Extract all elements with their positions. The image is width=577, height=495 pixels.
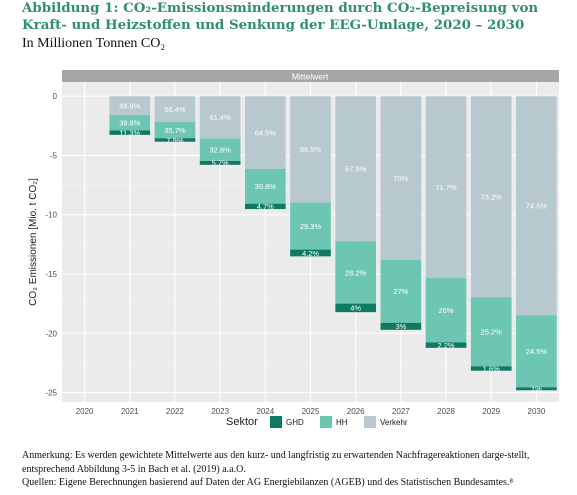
facet-label: Mittelwert xyxy=(292,72,329,82)
bar-verkehr-2022 xyxy=(154,96,196,122)
legend-label-ghd: GHD xyxy=(286,418,304,427)
axes: 0 -5 -10 -15 -20 -25 2020 2021 2022 2023 2024 2025 2… xyxy=(45,92,545,416)
data-label-ghd: 1% xyxy=(531,385,542,394)
bars: 48.9% 39.8%11.3% 56.4% 35.7%7.9% 61.4% 32.8% 5… xyxy=(109,96,557,394)
bar-hh-2022 xyxy=(154,121,196,139)
data-label-verkehr: 71.7% xyxy=(435,183,457,192)
data-label-hh: 26% xyxy=(439,306,454,315)
bar-verkehr-2026 xyxy=(335,96,377,242)
data-label-ghd: 2.2% xyxy=(437,341,454,350)
bar-verkehr-2025 xyxy=(290,96,331,203)
bar-verkehr-2023 xyxy=(199,96,241,139)
facet-strip xyxy=(62,70,559,82)
legend-label-verkehr: Verkehr xyxy=(380,418,408,427)
data-label-verkehr: 74.5% xyxy=(526,202,548,211)
legend-label-hh: HH xyxy=(336,418,348,427)
bar-ghd-2024 xyxy=(244,203,286,210)
data-label-hh: 39.8% xyxy=(119,119,141,128)
bar-hh-2030 xyxy=(516,315,557,388)
data-label-ghd: 4.7% xyxy=(257,202,274,211)
bar-ghd-2023 xyxy=(199,160,241,165)
bar-hh-2024 xyxy=(244,168,286,204)
x-tick-label: 2030 xyxy=(528,407,546,416)
bar-ghd-2021 xyxy=(109,130,151,135)
x-tick-label: 2028 xyxy=(437,407,455,416)
bar-verkehr-2028 xyxy=(425,96,467,279)
legend-title: Sektor xyxy=(226,416,258,428)
source-note: Quellen: Eigene Berechnungen basierend a… xyxy=(22,477,513,488)
data-label-hh: 35.7% xyxy=(164,126,186,135)
data-label-verkehr: 56.4% xyxy=(164,105,186,114)
x-tick-label: 2026 xyxy=(347,407,365,416)
legend-key-ghd xyxy=(270,416,282,428)
x-tick-label: 2029 xyxy=(482,407,500,416)
data-label-hh: 28.2% xyxy=(345,268,367,277)
bar-hh-2027 xyxy=(380,259,422,323)
data-label-ghd: 1.6% xyxy=(483,364,500,373)
y-tick-label: -5 xyxy=(50,151,58,160)
legend-key-hh xyxy=(320,416,332,428)
y-tick-label: -10 xyxy=(45,211,57,220)
figure-subtitle: In Millionen Tonnen CO₂ xyxy=(22,36,166,51)
data-label-verkehr: 66.5% xyxy=(300,145,322,154)
data-label-verkehr: 73.2% xyxy=(481,193,503,202)
bar-verkehr-2029 xyxy=(470,96,512,298)
x-tick-label: 2020 xyxy=(76,407,94,416)
data-label-verkehr: 64.5% xyxy=(255,128,277,137)
x-tick-label: 2022 xyxy=(166,407,184,416)
bar-ghd-2022 xyxy=(154,138,196,142)
bar-ghd-2029 xyxy=(470,366,512,371)
bar-verkehr-2027 xyxy=(380,96,422,260)
footnotes: Anmerkung: Es werden gewichtete Mittelwe… xyxy=(22,449,567,490)
figure-title: Abbildung 1: CO₂-Emissionsminderungen du… xyxy=(22,0,539,33)
data-label-verkehr: 67.9% xyxy=(345,165,367,174)
y-tick-label: -20 xyxy=(45,329,57,338)
data-label-ghd: 5.7% xyxy=(212,159,229,168)
x-tick-label: 2024 xyxy=(256,407,274,416)
bar-ghd-2025 xyxy=(290,249,331,257)
bar-hh-2023 xyxy=(199,138,241,161)
bar-verkehr-2030 xyxy=(516,96,557,316)
bar-hh-2026 xyxy=(335,241,377,304)
bar-hh-2021 xyxy=(109,115,151,131)
bar-verkehr-2024 xyxy=(244,96,286,169)
legend: Sektor GHD HH Verkehr xyxy=(226,416,408,428)
data-label-ghd: 3% xyxy=(395,322,406,331)
data-label-ghd: 4.2% xyxy=(302,249,319,258)
y-axis-title: CO₂ Emissionen [Mio. t CO₂] xyxy=(28,178,39,306)
x-tick-label: 2021 xyxy=(121,407,139,416)
data-label-verkehr: 61.4% xyxy=(209,113,231,122)
bar-ghd-2027 xyxy=(380,322,422,330)
bar-hh-2025 xyxy=(290,202,331,250)
bar-hh-2029 xyxy=(470,297,512,367)
data-label-ghd: 11.3% xyxy=(119,128,140,137)
y-tick-label: -15 xyxy=(45,270,57,279)
bar-ghd-2028 xyxy=(425,342,467,348)
data-label-verkehr: 70% xyxy=(393,174,408,183)
data-label-hh: 27% xyxy=(393,287,408,296)
x-tick-label: 2023 xyxy=(211,407,229,416)
data-label-hh: 30.8% xyxy=(255,182,277,191)
bar-verkehr-2021 xyxy=(109,96,151,116)
x-tick-label: 2027 xyxy=(392,407,410,416)
bar-ghd-2026 xyxy=(335,303,377,313)
legend-key-verkehr xyxy=(364,416,376,428)
y-tick-label: -25 xyxy=(45,389,57,398)
data-label-hh: 29.3% xyxy=(300,222,322,231)
bar-ghd-2030 xyxy=(516,387,557,391)
bar-hh-2028 xyxy=(425,278,467,343)
y-tick-label: 0 xyxy=(53,92,58,101)
remark-note: Anmerkung: Es werden gewichtete Mittelwe… xyxy=(22,450,530,475)
stacked-bar-chart: Mittelwert 48.9% 39.8%11.3% 56.4% 35.7%7.9%… xyxy=(28,70,559,428)
data-label-hh: 32.8% xyxy=(209,145,231,154)
data-label-hh: 24.5% xyxy=(526,347,548,356)
data-label-ghd: 4% xyxy=(350,304,361,313)
data-label-verkehr: 48.9% xyxy=(119,101,141,110)
data-label-ghd: 7.9% xyxy=(166,136,183,145)
data-label-hh: 25.2% xyxy=(481,328,503,337)
x-tick-label: 2025 xyxy=(302,407,320,416)
